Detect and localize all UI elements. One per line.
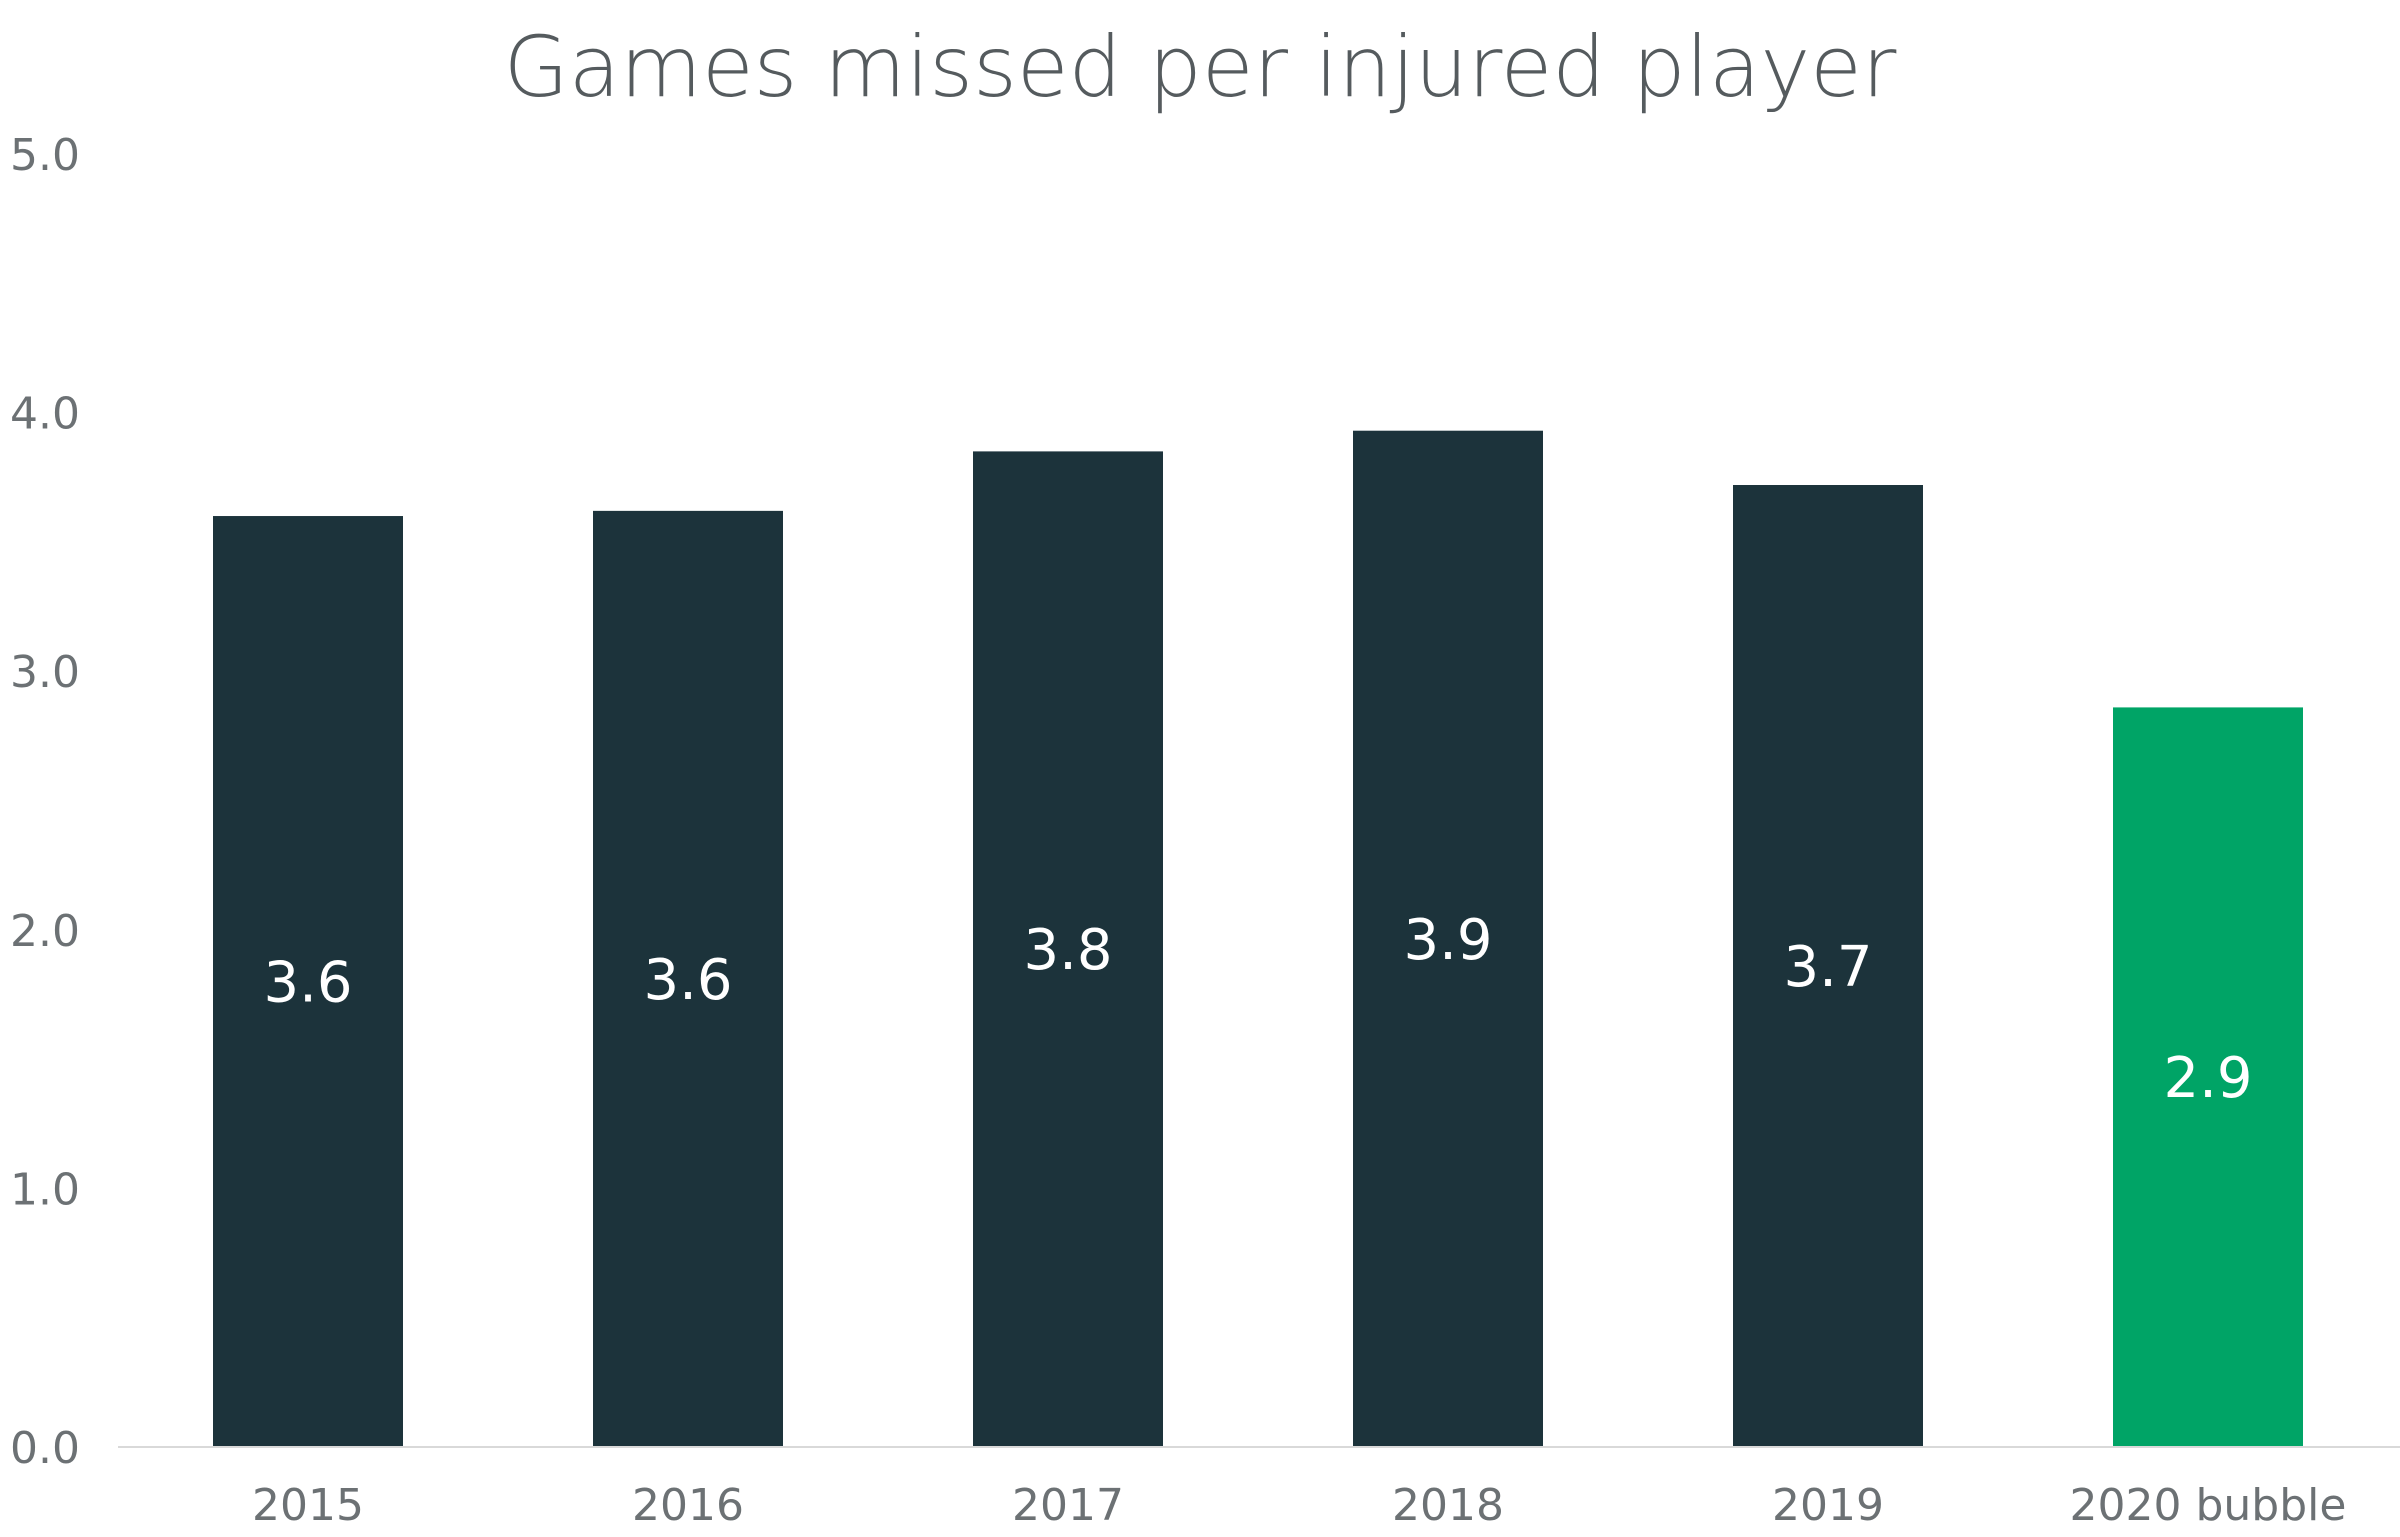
x-tick-label: 2020 bubble [2070,1480,2347,1531]
y-tick-label: 1.0 [10,1164,80,1215]
y-tick-label: 0.0 [10,1423,80,1474]
y-tick-label: 2.0 [10,906,80,957]
bar [1733,485,1923,1447]
bar [973,451,1163,1447]
x-tick-label: 2016 [632,1480,744,1531]
x-axis: 2015 2016 2017 2018 2019 2020 bubble [252,1480,2346,1531]
y-axis: 0.0 1.0 2.0 3.0 4.0 5.0 [10,130,80,1474]
data-labels-group: 3.6 3.6 3.8 3.9 3.7 2.9 [263,908,2252,1111]
x-tick-label: 2017 [1012,1480,1124,1531]
data-label: 3.8 [1023,918,1112,983]
bar [1353,430,1543,1447]
y-tick-label: 5.0 [10,130,80,181]
y-tick-label: 3.0 [10,647,80,698]
x-tick-label: 2019 [1772,1480,1884,1531]
bar [2113,707,2303,1447]
x-tick-label: 2018 [1392,1480,1504,1531]
data-label: 3.6 [263,951,352,1016]
bars-group [213,430,2303,1447]
y-tick-label: 4.0 [10,389,80,440]
chart-title: Games missed per injured player [504,18,1897,116]
bar [213,516,403,1447]
x-tick-label: 2015 [252,1480,364,1531]
data-label: 3.6 [643,948,732,1013]
bar [593,510,783,1447]
data-label: 3.7 [1783,935,1872,1000]
data-label: 3.9 [1403,908,1492,973]
data-label: 2.9 [2163,1046,2252,1111]
